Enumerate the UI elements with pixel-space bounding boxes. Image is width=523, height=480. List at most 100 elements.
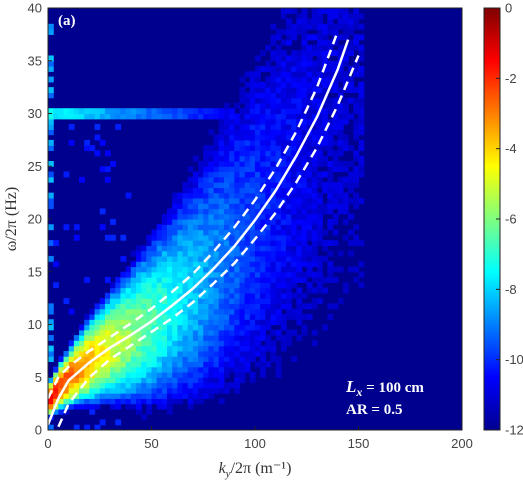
heatmap-cell (255, 150, 261, 157)
heatmap-cell (348, 171, 354, 178)
heatmap-cell (223, 292, 230, 299)
heatmap-cell (84, 356, 90, 363)
heatmap-cell (125, 192, 132, 199)
heatmap-cell (296, 113, 303, 120)
heatmap-cell (270, 313, 277, 320)
heatmap-cell (182, 313, 189, 320)
heatmap-cell (280, 250, 287, 257)
heatmap-cell (244, 361, 251, 368)
heatmap-cell (291, 203, 297, 210)
heatmap-cell (286, 192, 292, 199)
heatmap-cell (332, 213, 339, 220)
heatmap-cell (208, 192, 215, 199)
heatmap-cell (208, 250, 215, 257)
heatmap-cell (255, 134, 261, 141)
heatmap-cell (286, 182, 292, 188)
heatmap-cell (213, 203, 220, 210)
heatmap-cell (234, 387, 241, 394)
heatmap-cell (151, 398, 158, 405)
heatmap-cell (229, 224, 235, 231)
heatmap-cell (218, 187, 225, 194)
heatmap-cell (229, 303, 235, 310)
heatmap-cell (84, 424, 90, 430)
heatmap-cell (291, 118, 297, 125)
heatmap-cell (135, 113, 142, 120)
heatmap-cell (182, 255, 189, 262)
heatmap-cell (229, 124, 235, 130)
heatmap-cell (358, 166, 365, 173)
heatmap-cell (358, 197, 365, 204)
heatmap-cell (146, 350, 153, 357)
heatmap-cell (84, 313, 90, 320)
heatmap-cell (125, 319, 132, 326)
heatmap-cell (291, 160, 297, 167)
heatmap-cell (286, 282, 292, 289)
heatmap-cell (125, 340, 132, 347)
heatmap-cell (48, 345, 54, 352)
heatmap-cell (275, 145, 282, 152)
heatmap-cell (208, 308, 215, 315)
x-axis-label: ky/2π (m⁻¹) (219, 460, 292, 480)
heatmap-cell (115, 382, 122, 389)
heatmap-cell (337, 113, 344, 120)
heatmap-cell (280, 335, 287, 341)
heatmap-cell (280, 208, 287, 215)
heatmap-cell (327, 118, 334, 125)
heatmap-cell (234, 150, 241, 157)
heatmap-cell (151, 245, 158, 252)
heatmap-cell (198, 224, 204, 231)
heatmap-cell (167, 308, 173, 315)
heatmap-cell (327, 208, 334, 215)
heatmap-cell (301, 255, 308, 262)
heatmap-cell (229, 292, 235, 299)
heatmap-cell (89, 308, 96, 315)
heatmap-cell (141, 371, 147, 378)
heatmap-cell (187, 271, 194, 278)
heatmap-cell (187, 377, 194, 384)
heatmap-cell (203, 213, 210, 220)
heatmap-cell (182, 298, 189, 304)
heatmap-cell (130, 382, 137, 389)
heatmap-cell (198, 350, 204, 357)
heatmap-cell (296, 319, 303, 326)
heatmap-cell (115, 377, 122, 384)
heatmap-cell (172, 245, 178, 252)
heatmap-cell (234, 313, 241, 320)
heatmap-cell (161, 292, 168, 299)
heatmap-cell (84, 345, 90, 352)
heatmap-cell (203, 356, 210, 363)
heatmap-cell (239, 182, 246, 188)
heatmap-cell (249, 319, 256, 326)
heatmap-cell (192, 208, 199, 215)
heatmap-cell (120, 282, 127, 289)
heatmap-cell (187, 187, 194, 194)
heatmap-cell (342, 176, 349, 183)
heatmap-cell (68, 340, 75, 347)
heatmap-cell (125, 398, 132, 405)
heatmap-cell (229, 277, 235, 283)
heatmap-cell (161, 324, 168, 331)
heatmap-cell (322, 187, 329, 194)
heatmap-cell (255, 324, 261, 331)
heatmap-cell (255, 303, 261, 310)
heatmap-cell (296, 118, 303, 125)
heatmap-cell (275, 356, 282, 363)
heatmap-cell (353, 197, 360, 204)
heatmap-cell (291, 266, 297, 273)
heatmap-cell (317, 234, 323, 241)
heatmap-cell (270, 50, 277, 57)
heatmap-cell (146, 324, 153, 331)
heatmap-cell (213, 350, 220, 357)
heatmap-cell (244, 224, 251, 231)
heatmap-cell (89, 387, 96, 394)
heatmap-cell (208, 277, 215, 283)
heatmap-cell (192, 192, 199, 199)
heatmap-cell (244, 366, 251, 373)
heatmap-cell (255, 277, 261, 283)
heatmap-cell (244, 71, 251, 78)
heatmap-cell (223, 150, 230, 157)
heatmap-cell (156, 240, 163, 246)
heatmap-cell (234, 208, 241, 215)
heatmap-cell (280, 55, 287, 62)
